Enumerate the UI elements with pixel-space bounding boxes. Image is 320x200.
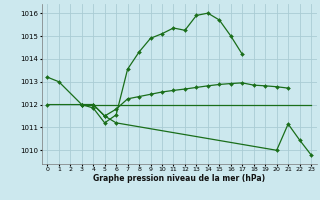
X-axis label: Graphe pression niveau de la mer (hPa): Graphe pression niveau de la mer (hPa) bbox=[93, 174, 265, 183]
